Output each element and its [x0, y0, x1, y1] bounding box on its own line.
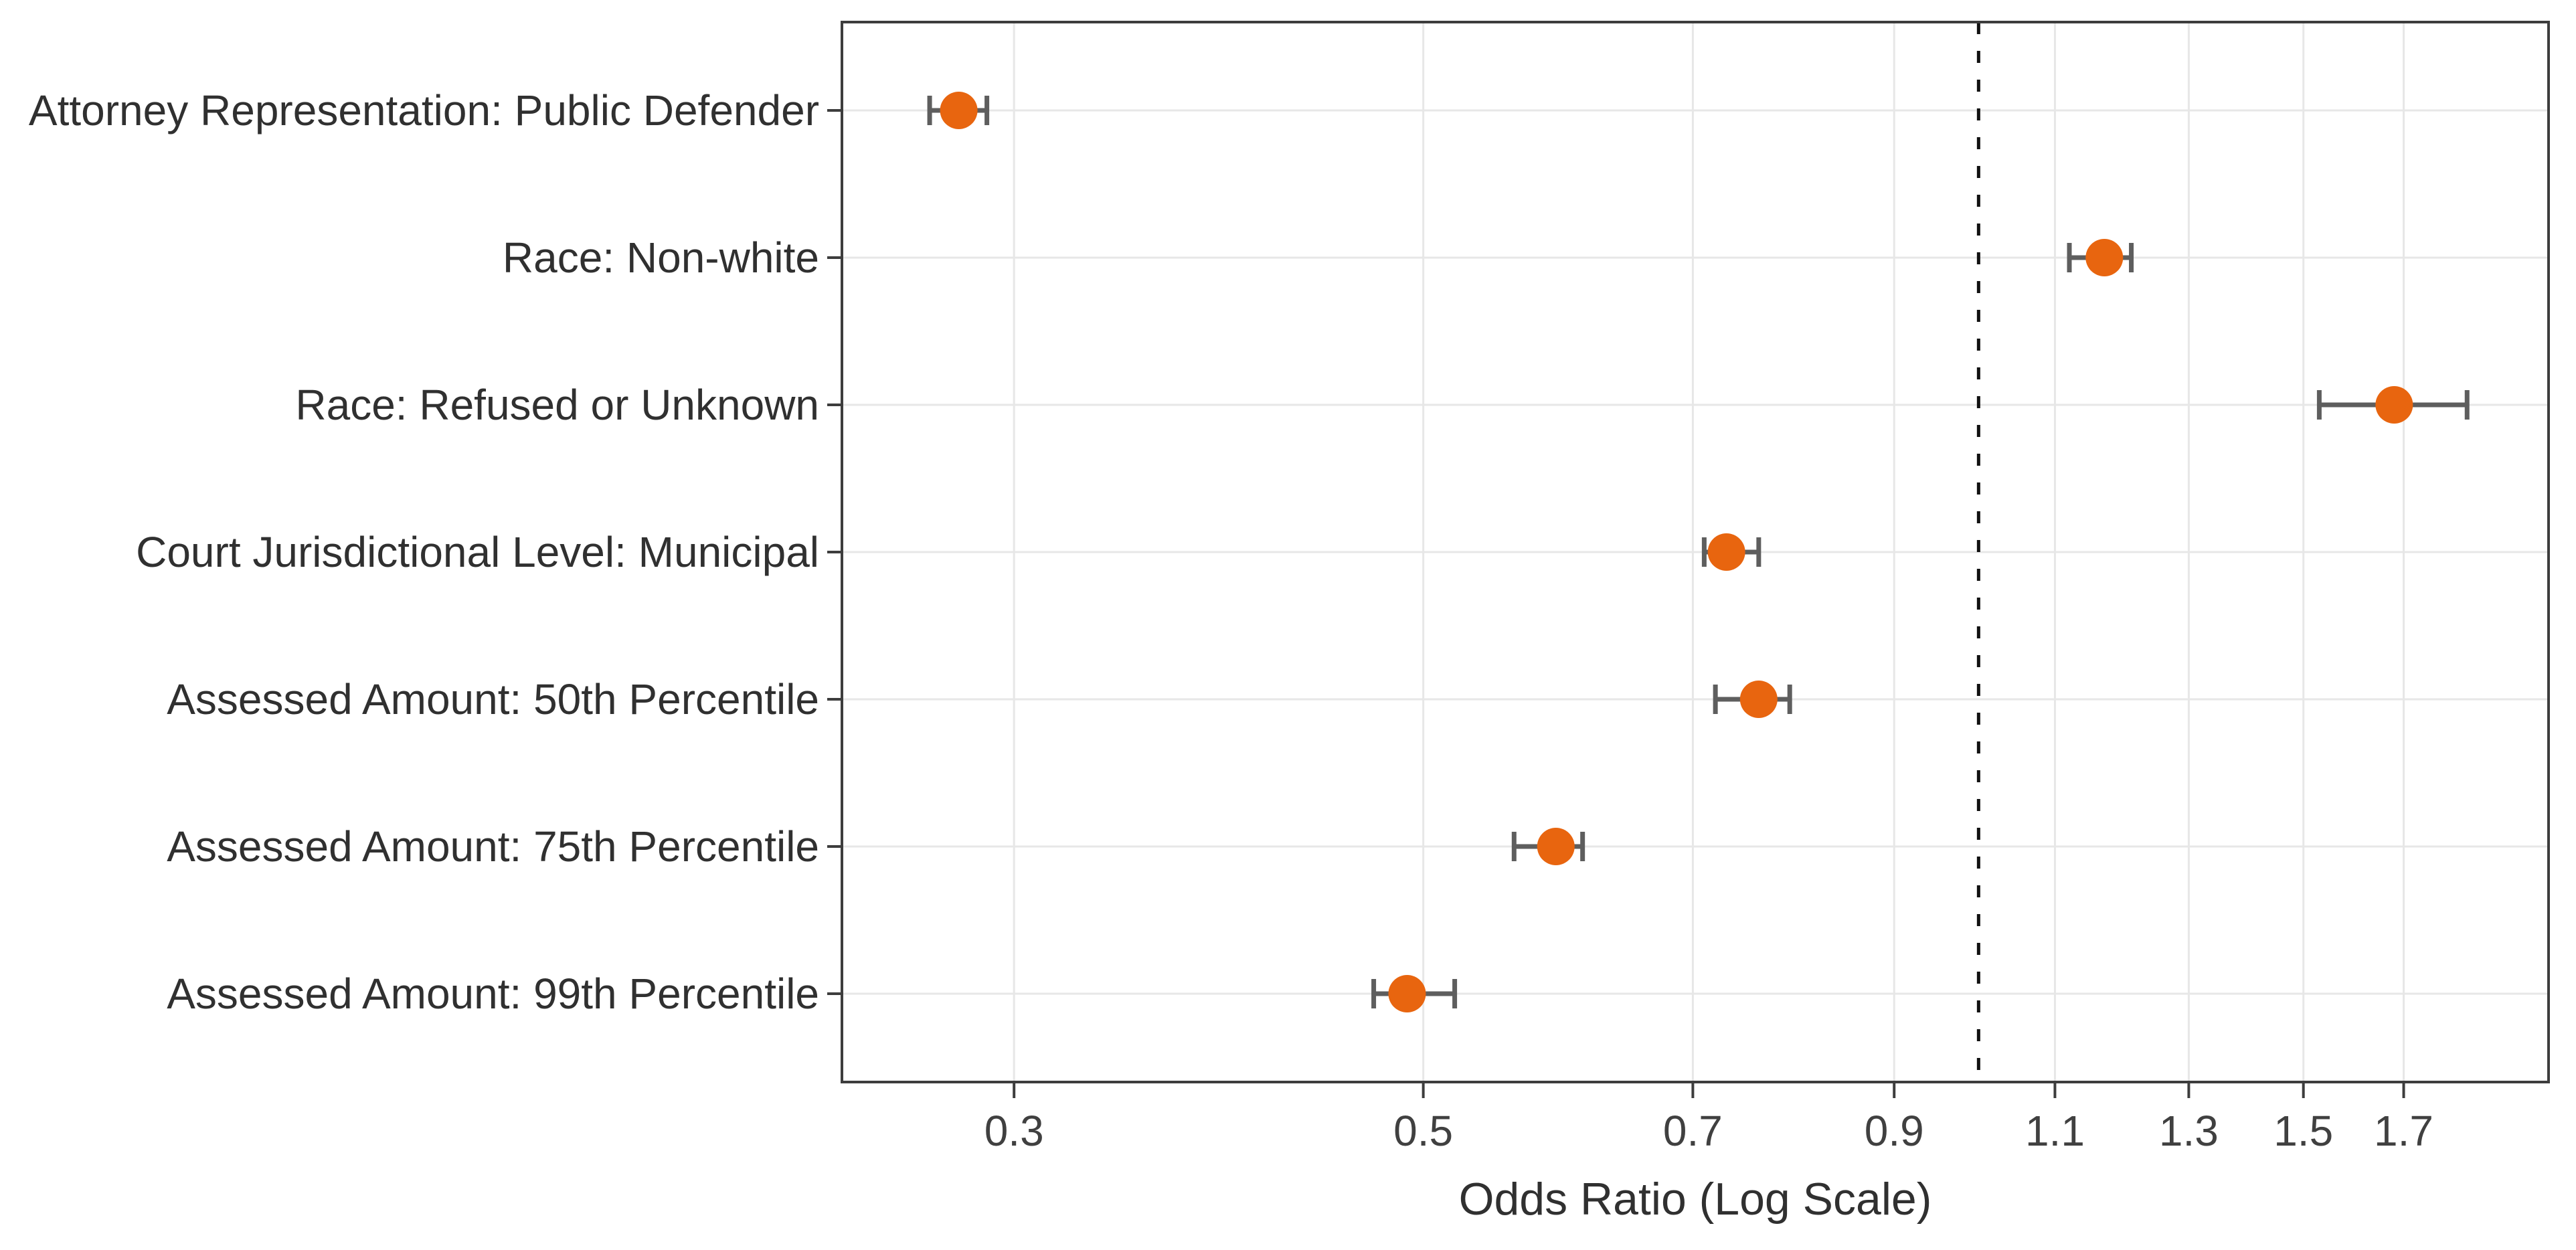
x-tick-label: 0.7 — [1663, 1107, 1723, 1155]
x-axis-title: Odds Ratio (Log Scale) — [1459, 1174, 1932, 1225]
data-point-marker — [940, 92, 978, 129]
data-point-marker — [1739, 681, 1778, 718]
y-axis-label: Assessed Amount: 75th Percentile — [167, 822, 819, 871]
y-axis-label: Race: Non-white — [503, 234, 819, 282]
y-axis-label: Race: Refused or Unknown — [295, 381, 819, 429]
x-tick-label: 1.3 — [2159, 1107, 2219, 1155]
x-tick-label: 1.5 — [2273, 1107, 2333, 1155]
y-axis-label: Assessed Amount: 50th Percentile — [167, 675, 819, 723]
y-axis-label: Assessed Amount: 99th Percentile — [167, 970, 819, 1018]
x-tick-label: 1.1 — [2025, 1107, 2085, 1155]
data-point-marker — [1537, 828, 1575, 865]
y-axis-label: Attorney Representation: Public Defender — [29, 86, 819, 135]
data-point-marker — [2375, 386, 2413, 424]
y-axis-label: Court Jurisdictional Level: Municipal — [136, 528, 819, 576]
x-tick-label: 1.7 — [2374, 1107, 2433, 1155]
data-point-marker — [1388, 975, 1426, 1012]
x-tick-label: 0.9 — [1865, 1107, 1924, 1155]
x-tick-label: 0.3 — [984, 1107, 1044, 1155]
x-tick-label: 0.5 — [1393, 1107, 1453, 1155]
data-point-marker — [1707, 533, 1745, 571]
data-point-marker — [2085, 239, 2124, 276]
